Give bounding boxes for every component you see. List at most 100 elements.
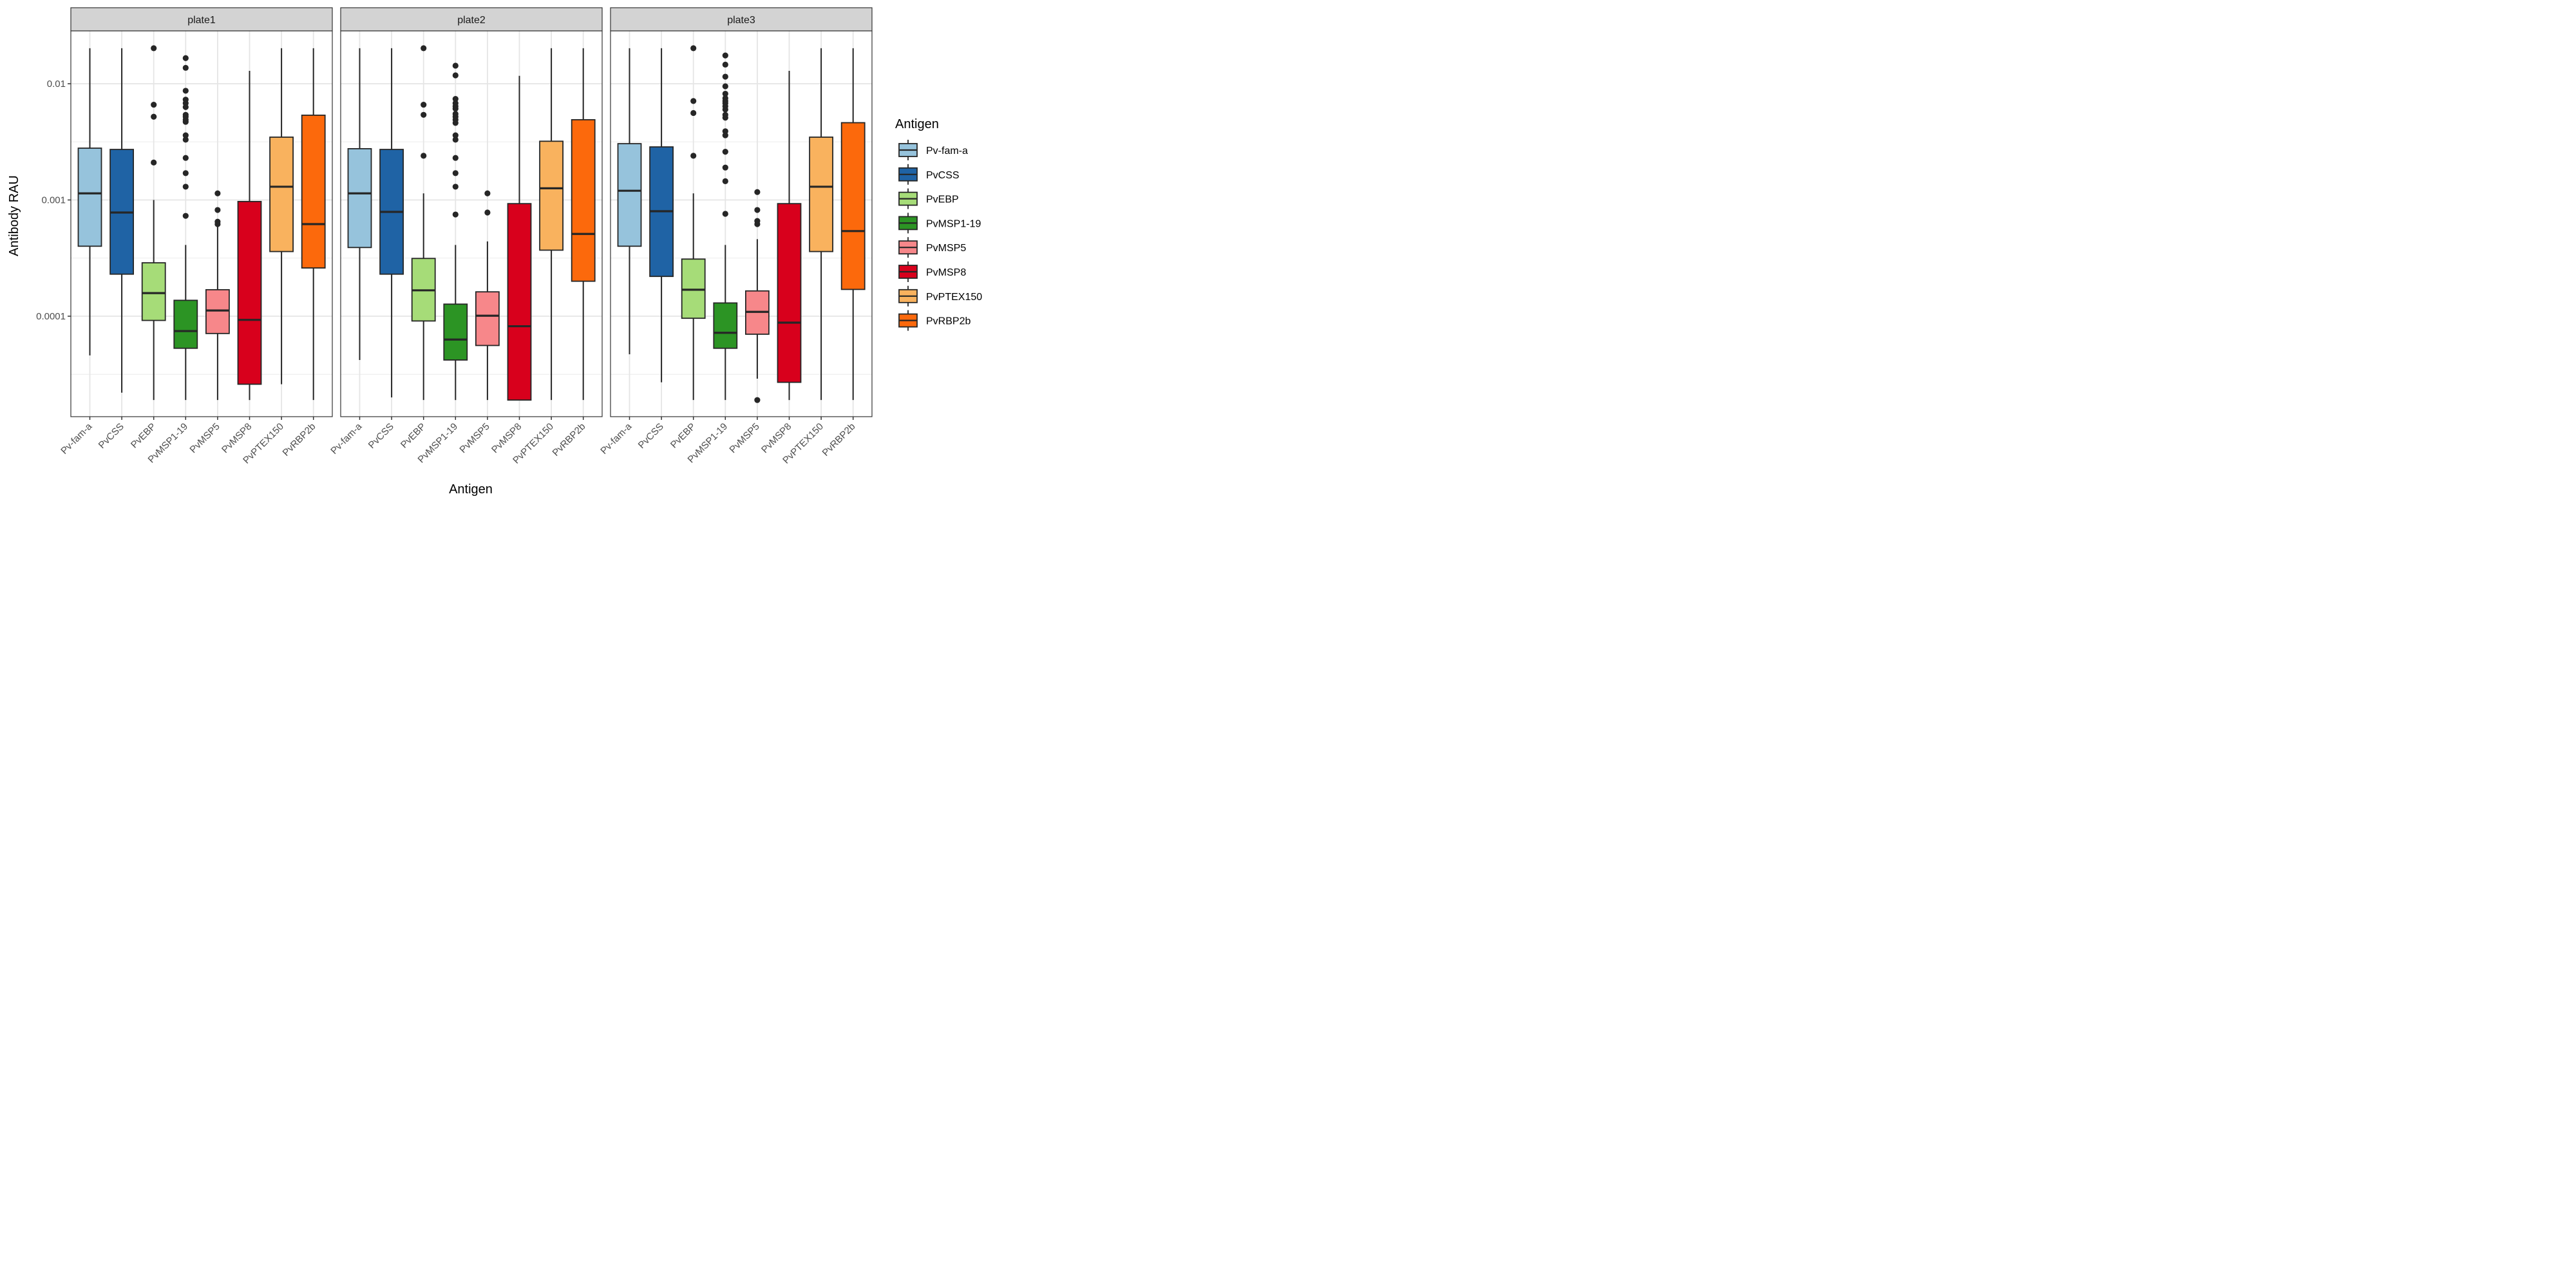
x-tick-label: PvMSP5 bbox=[187, 421, 222, 455]
outlier-point bbox=[182, 170, 189, 176]
box-iqr bbox=[77, 147, 102, 247]
box-PvMSP8 bbox=[777, 71, 802, 401]
legend-entry: PvMSP1-19 bbox=[898, 213, 981, 234]
x-tick-label: PvMSP5 bbox=[457, 421, 491, 455]
panel-border bbox=[340, 30, 603, 417]
legend-label: PvPTEX150 bbox=[926, 292, 982, 303]
x-tick-label: Pv-fam-a bbox=[328, 421, 365, 457]
box-iqr bbox=[347, 148, 372, 249]
outlier-point bbox=[452, 155, 459, 161]
box-iqr bbox=[713, 302, 738, 349]
panel-border bbox=[610, 30, 873, 417]
outlier-point bbox=[421, 153, 427, 159]
legend-label: PvMSP8 bbox=[926, 267, 966, 278]
y-tick-label: 0.0001 bbox=[36, 311, 66, 322]
box-PvEBP bbox=[141, 45, 166, 401]
box-iqr bbox=[617, 143, 642, 247]
outlier-point bbox=[452, 137, 459, 143]
box-PvRBP2b bbox=[301, 48, 326, 401]
outlier-point bbox=[182, 64, 189, 71]
box-PvMSP1-19 bbox=[713, 52, 738, 401]
x-tick-label: PvEBP bbox=[129, 421, 158, 451]
legend-label: PvRBP2b bbox=[926, 316, 971, 327]
strip-background bbox=[610, 7, 873, 32]
box-iqr bbox=[571, 119, 596, 282]
legend-label: PvCSS bbox=[926, 170, 960, 181]
outlier-point bbox=[151, 45, 157, 52]
legend-entry: PvEBP bbox=[898, 188, 959, 209]
box-iqr bbox=[507, 203, 532, 401]
outlier-point bbox=[690, 153, 697, 159]
outlier-point bbox=[182, 213, 189, 219]
x-tick-label: PvMSP5 bbox=[727, 421, 761, 455]
outlier-point bbox=[722, 73, 728, 80]
outlier-point bbox=[214, 221, 221, 227]
box-PvRBP2b bbox=[840, 48, 866, 401]
x-tick-label: PvEBP bbox=[668, 421, 698, 451]
outlier-point bbox=[722, 61, 728, 68]
outlier-point bbox=[722, 132, 728, 138]
outlier-point bbox=[722, 90, 728, 97]
outlier-point bbox=[722, 148, 728, 155]
y-tick-label: 0.001 bbox=[41, 195, 66, 206]
outlier-point bbox=[421, 111, 427, 118]
outlier-point bbox=[452, 211, 459, 218]
outlier-point bbox=[182, 137, 189, 143]
legend-label: PvMSP5 bbox=[926, 243, 966, 254]
legend-entry: PvMSP5 bbox=[898, 237, 966, 258]
box-PvPTEX150 bbox=[809, 48, 833, 401]
outlier-point bbox=[722, 115, 728, 121]
outlier-point bbox=[754, 189, 761, 195]
box-Pv-fam-a bbox=[617, 48, 642, 355]
box-Pv-fam-a bbox=[77, 48, 102, 355]
x-tick-label: PvRBP2b bbox=[551, 421, 588, 459]
box-PvPTEX150 bbox=[539, 48, 564, 401]
legend-entry: Pv-fam-a bbox=[898, 140, 968, 160]
outlier-point bbox=[214, 190, 221, 196]
outlier-point bbox=[690, 109, 697, 117]
legend-label: PvMSP1-19 bbox=[926, 218, 981, 229]
outlier-point bbox=[182, 88, 189, 94]
box-iqr bbox=[840, 122, 866, 290]
y-axis-title: Antibody RAU bbox=[7, 175, 21, 256]
box-PvMSP1-19 bbox=[443, 62, 468, 401]
outlier-point bbox=[722, 164, 728, 171]
box-iqr bbox=[173, 299, 198, 349]
outlier-point bbox=[452, 96, 459, 102]
box-Pv-fam-a bbox=[347, 48, 372, 361]
box-iqr bbox=[237, 200, 262, 385]
outlier-point bbox=[182, 104, 189, 110]
box-PvCSS bbox=[109, 48, 135, 393]
outlier-point bbox=[182, 55, 189, 61]
legend: Antigen Pv-fam-a PvCSS PvEBP PvMSP1-19 PvMSP5… bbox=[895, 117, 982, 331]
box-iqr bbox=[539, 140, 564, 251]
box-iqr bbox=[141, 262, 166, 321]
box-PvMSP5 bbox=[205, 190, 230, 401]
outlier-point bbox=[452, 184, 459, 190]
outlier-point bbox=[151, 113, 157, 120]
outlier-point bbox=[182, 118, 189, 125]
legend-title: Antigen bbox=[895, 117, 939, 131]
legend-entry: PvPTEX150 bbox=[898, 285, 982, 307]
outlier-point bbox=[690, 98, 697, 104]
outlier-point bbox=[182, 155, 189, 161]
strip-background bbox=[340, 7, 603, 32]
outlier-point bbox=[452, 62, 459, 69]
box-iqr bbox=[681, 258, 706, 319]
outlier-point bbox=[754, 397, 761, 403]
outlier-point bbox=[421, 101, 427, 108]
box-PvMSP8 bbox=[237, 71, 262, 401]
box-PvCSS bbox=[649, 48, 674, 383]
outlier-point bbox=[151, 159, 157, 166]
strip-label: plate3 bbox=[727, 15, 755, 26]
box-PvRBP2b bbox=[571, 48, 596, 401]
outlier-point bbox=[722, 52, 728, 59]
box-iqr bbox=[301, 114, 326, 269]
x-tick-label: PvCSS bbox=[366, 421, 396, 451]
x-tick-label: Pv-fam-a bbox=[598, 421, 634, 457]
box-iqr bbox=[269, 137, 294, 252]
box-iqr bbox=[475, 291, 500, 346]
outlier-point bbox=[452, 132, 459, 138]
